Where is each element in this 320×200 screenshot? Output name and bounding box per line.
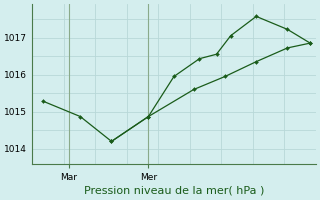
X-axis label: Pression niveau de la mer( hPa ): Pression niveau de la mer( hPa ) [84,186,264,196]
